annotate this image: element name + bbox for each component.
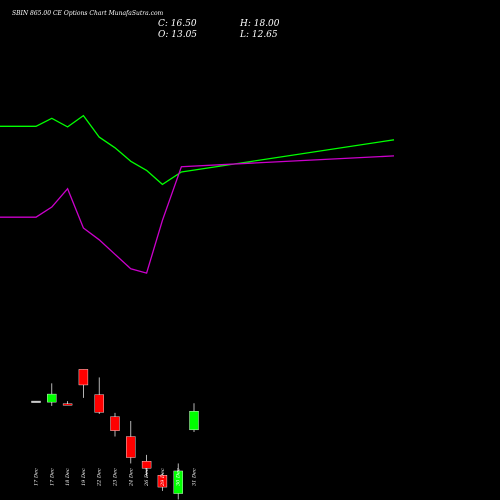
close-value: C: 16.50 <box>158 19 197 29</box>
candle-body <box>62 403 73 406</box>
candle <box>62 401 73 406</box>
candle <box>141 454 152 477</box>
candle <box>94 377 104 414</box>
x-tick-label: 30 Dec <box>176 468 182 486</box>
candle-body <box>94 394 104 413</box>
candle-body <box>47 393 57 403</box>
x-tick-label: 18 Dec <box>65 468 71 486</box>
candle-body <box>110 416 120 431</box>
x-tick-label: 26 Dec <box>144 468 150 487</box>
candles-layer <box>31 369 199 500</box>
upper-band-line <box>0 114 395 186</box>
candle <box>31 400 41 403</box>
x-tick-label: 29 Dec <box>160 468 166 487</box>
high-value: H: 18.00 <box>239 19 280 29</box>
x-tick-label: 17 Dec <box>49 468 55 486</box>
candle-body <box>173 470 183 494</box>
candle-body <box>189 411 199 431</box>
chart-title: SBIN 865.00 CE Options Chart MunafaSutra… <box>12 10 164 17</box>
candle <box>126 420 136 464</box>
x-tick-label: 23 Dec <box>113 468 119 487</box>
candle-body <box>157 475 168 488</box>
candle <box>78 369 89 398</box>
candle-body <box>126 436 136 458</box>
candle-body <box>78 369 89 386</box>
low-value: L: 12.65 <box>239 30 278 40</box>
candle <box>173 463 183 500</box>
candle-body <box>31 400 41 403</box>
x-axis-ticks: 17 Dec 17 Dec 18 Dec 19 Dec 22 Dec 23 Dec 24 D… <box>34 468 198 487</box>
x-tick-label: 19 Dec <box>81 468 87 486</box>
x-tick-label: 22 Dec <box>97 468 103 487</box>
candle <box>47 383 57 406</box>
candle-body <box>141 461 152 469</box>
x-tick-label: 31 Dec <box>192 468 198 486</box>
bands-layer <box>0 114 395 274</box>
x-tick-label: 17 Dec <box>34 468 40 486</box>
lower-band-line <box>0 155 395 274</box>
candle <box>157 474 168 491</box>
x-tick-label: 24 Dec <box>128 468 134 487</box>
candle <box>189 403 199 432</box>
candle <box>110 412 120 437</box>
open-value: O: 13.05 <box>158 30 197 40</box>
